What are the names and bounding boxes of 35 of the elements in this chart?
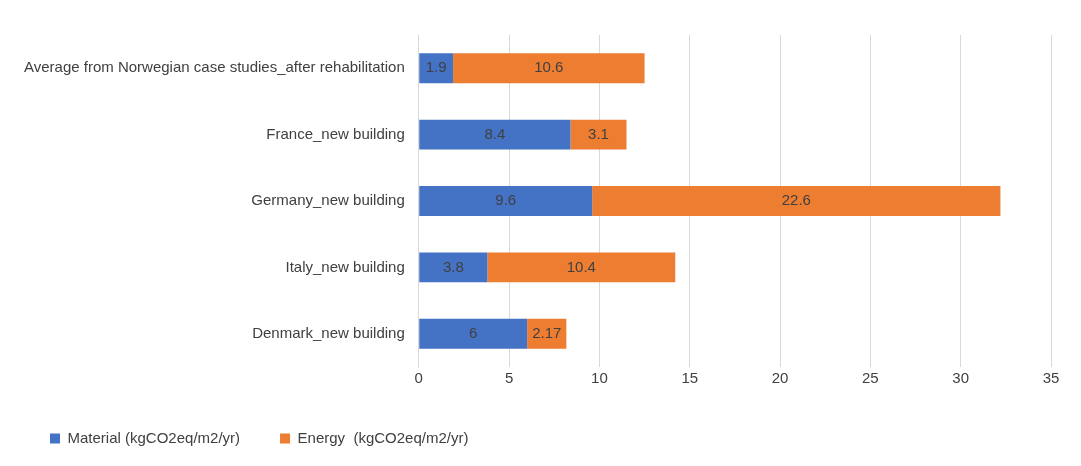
- legend-label: Energy (kgCO2eq/m2/yr): [297, 428, 469, 446]
- x-tick-label: 15: [681, 369, 699, 387]
- data-label: 10.6: [534, 58, 564, 76]
- data-label: 22.6: [781, 191, 811, 209]
- bar: [592, 186, 1001, 216]
- y-tick-label: France_new building: [266, 124, 405, 142]
- bar: [487, 252, 676, 283]
- x-tick-label: 25: [862, 369, 879, 387]
- y-tick-label: Germany_new building: [251, 191, 405, 209]
- data-label: 9.6: [495, 191, 517, 209]
- x-tick-label: 10: [591, 369, 608, 387]
- bar: [419, 252, 488, 283]
- y-tick-label: Italy_new building: [285, 257, 405, 275]
- x-tick-label: 0: [414, 369, 423, 387]
- bar: [527, 318, 567, 349]
- legend-label: Material (kgCO2eq/m2/yr): [67, 428, 241, 446]
- bar: [570, 119, 627, 150]
- data-label: 1.9: [425, 58, 447, 76]
- y-tick-label: Denmark_new building: [252, 323, 405, 341]
- data-label: 2.17: [532, 323, 562, 341]
- x-tick-label: 35: [1042, 369, 1060, 387]
- bar: [419, 53, 454, 84]
- bar: [453, 53, 645, 84]
- bar: [419, 119, 571, 150]
- bar: [419, 318, 528, 349]
- x-tick-label: 20: [771, 369, 789, 387]
- x-tick-label: 5: [504, 369, 514, 387]
- data-label: 6: [469, 323, 478, 341]
- y-tick-label: Average from Norwegian case studies_after rehabilitation: [24, 58, 405, 76]
- data-label: 10.4: [566, 257, 596, 275]
- data-label: 3.8: [442, 257, 464, 275]
- x-tick-label: 30: [952, 369, 970, 387]
- bar: [419, 186, 593, 216]
- data-label: 8.4: [484, 124, 506, 142]
- data-label: 3.1: [588, 124, 609, 142]
